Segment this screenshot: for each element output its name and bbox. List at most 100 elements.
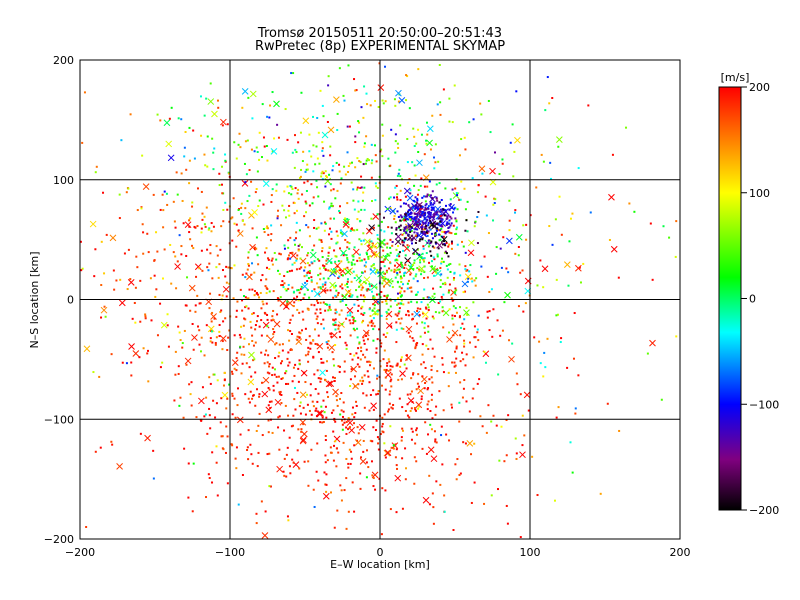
data-point-2410	[429, 194, 432, 197]
data-point-924	[383, 413, 386, 416]
data-point-630	[159, 302, 162, 305]
data-point-1020	[233, 264, 236, 267]
data-point-2045	[363, 186, 366, 189]
data-point-2743	[431, 245, 434, 248]
data-point-x-1109	[109, 234, 117, 242]
data-point-2279	[241, 219, 244, 222]
data-point-267	[560, 337, 563, 340]
data-point-2227	[377, 271, 380, 274]
data-point-1254	[267, 258, 270, 261]
data-point-737	[452, 528, 455, 531]
data-point-215	[396, 467, 399, 470]
data-point-706	[324, 268, 327, 271]
data-point-1148	[259, 291, 262, 294]
data-point-2432	[439, 208, 442, 211]
data-point-2571	[420, 213, 423, 216]
data-point-3058	[237, 208, 240, 211]
data-point-2422	[429, 228, 432, 231]
data-point-1328	[341, 283, 344, 286]
data-point-1855	[395, 248, 398, 251]
data-point-2826	[323, 411, 326, 414]
data-point-811	[365, 394, 368, 397]
data-point-x-1881	[341, 293, 348, 301]
data-point-2758	[119, 278, 122, 281]
data-point-822	[383, 272, 386, 275]
data-point-154	[325, 259, 328, 262]
data-point-754	[215, 336, 218, 339]
data-point-1758	[352, 199, 355, 202]
data-point-1652	[346, 256, 349, 259]
data-point-2921	[216, 494, 219, 497]
data-point-809	[362, 313, 365, 316]
data-point-2236	[380, 148, 383, 151]
data-point-1579	[396, 268, 399, 271]
data-point-1953	[364, 162, 367, 165]
data-point-2112	[312, 170, 315, 173]
data-point-2545	[435, 229, 438, 232]
data-point-753	[338, 371, 341, 374]
data-point-3021	[237, 503, 240, 506]
data-point-1747	[360, 243, 363, 246]
data-point-1007	[287, 414, 290, 417]
data-point-1784	[495, 246, 498, 249]
data-point-2338	[250, 148, 253, 151]
data-point-x-284	[427, 446, 435, 454]
data-point-2242	[294, 148, 297, 151]
data-point-390	[394, 456, 397, 459]
data-point-1707	[454, 292, 457, 295]
data-point-1712	[434, 311, 437, 314]
data-point-2037	[257, 205, 260, 208]
data-point-2773	[284, 404, 287, 407]
data-point-1997	[323, 200, 326, 203]
data-point-2223	[118, 193, 121, 196]
data-point-884	[333, 418, 336, 421]
data-point-1620	[334, 328, 337, 331]
data-point-86	[435, 480, 438, 483]
data-point-2910	[675, 335, 678, 338]
data-point-941	[357, 347, 360, 350]
data-point-322	[427, 348, 430, 351]
data-point-577	[294, 408, 297, 411]
data-point-2426	[447, 230, 450, 233]
data-point-1461	[196, 225, 199, 228]
data-point-981	[366, 360, 369, 363]
data-point-273	[299, 332, 302, 335]
data-point-x-2088	[333, 96, 340, 104]
data-point-451	[355, 400, 358, 403]
data-point-1152	[277, 299, 280, 302]
data-point-1573	[439, 279, 442, 282]
data-point-358	[323, 471, 326, 474]
data-point-1877	[335, 311, 338, 314]
data-point-614	[474, 336, 477, 339]
data-point-1283	[206, 165, 209, 168]
data-point-1550	[350, 261, 353, 264]
data-point-1191	[219, 311, 222, 314]
data-point-251	[424, 306, 427, 309]
data-point-2552	[438, 210, 441, 213]
data-point-1024	[115, 279, 118, 282]
data-point-558	[367, 466, 370, 469]
data-point-2913	[198, 302, 201, 305]
data-point-414	[441, 363, 444, 366]
data-point-1792	[400, 302, 403, 305]
data-point-2817	[477, 339, 480, 342]
data-point-2874	[489, 131, 492, 134]
data-point-1213	[155, 288, 158, 291]
data-point-339	[326, 346, 329, 349]
data-point-1708	[395, 269, 398, 272]
data-point-1725	[356, 327, 359, 330]
x-tick-2: 0	[377, 546, 384, 559]
data-point-1936	[224, 201, 227, 204]
data-point-2320	[347, 171, 350, 174]
data-point-1407	[225, 281, 228, 284]
data-point-2881	[321, 247, 324, 250]
data-point-2056	[165, 192, 168, 195]
data-point-1525	[300, 285, 303, 288]
data-point-1760	[413, 262, 416, 265]
data-point-1080	[135, 255, 138, 258]
data-point-x-1660	[464, 273, 472, 281]
data-point-2318	[237, 143, 240, 146]
data-point-3079	[494, 198, 497, 201]
data-point-1249	[381, 301, 384, 304]
data-point-1159	[79, 240, 82, 243]
